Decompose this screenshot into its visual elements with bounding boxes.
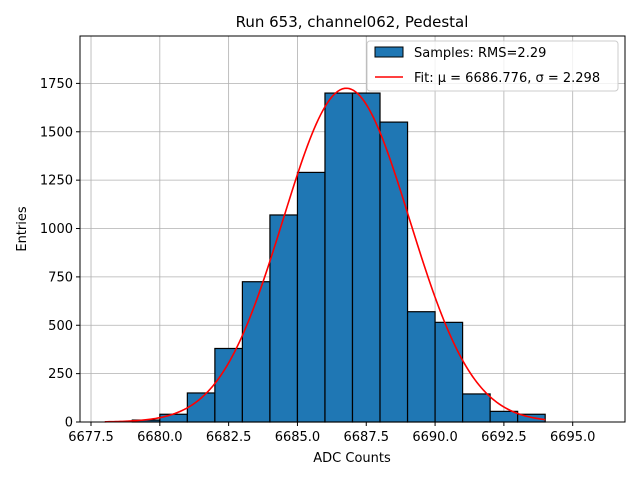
histogram-bar xyxy=(159,413,188,423)
y-tick-label: 1000 xyxy=(40,222,73,237)
x-axis-label: ADC Counts xyxy=(313,451,391,466)
histogram-bar xyxy=(241,281,271,423)
histogram-bar xyxy=(351,92,381,423)
y-axis-label: Entries xyxy=(15,206,30,252)
y-tick-label: 1500 xyxy=(40,125,73,140)
x-tick-label: 6690.0 xyxy=(412,430,458,445)
y-tick-label: 750 xyxy=(48,270,73,285)
histogram-bar xyxy=(406,311,436,423)
x-ticks: 6677.5 6680.0 6682.5 6685.0 6687.5 6690.0 6692… xyxy=(68,422,595,445)
legend-label-samples: Samples: RMS=2.29 xyxy=(414,46,546,61)
x-tick-label: 6685.0 xyxy=(275,430,321,445)
histogram-bar xyxy=(214,347,243,423)
legend-box xyxy=(366,40,619,92)
x-tick-label: 6695.0 xyxy=(550,430,596,445)
bars xyxy=(131,92,546,423)
y-tick-label: 500 xyxy=(48,319,73,334)
y-ticks: 0 250 500 750 1000 1250 1500 1750 xyxy=(40,77,80,431)
legend-swatch-samples xyxy=(374,46,404,58)
histogram-bar xyxy=(434,321,464,423)
histogram-bar xyxy=(462,393,491,423)
x-tick-label: 6677.5 xyxy=(68,430,114,445)
chart-title: Run 653, channel062, Pedestal xyxy=(236,13,469,31)
histogram-bar xyxy=(489,410,519,423)
histogram-bar xyxy=(296,171,326,423)
y-tick-label: 0 xyxy=(65,416,73,431)
x-tick-label: 6692.5 xyxy=(481,430,527,445)
x-tick-label: 6682.5 xyxy=(206,430,252,445)
histogram-bar xyxy=(379,121,409,423)
x-tick-label: 6680.0 xyxy=(137,430,183,445)
y-tick-label: 1750 xyxy=(40,77,73,92)
y-tick-label: 1250 xyxy=(40,174,73,189)
legend: Samples: RMS=2.29 Fit: μ = 6686.776, σ =… xyxy=(366,40,619,92)
legend-label-fit: Fit: μ = 6686.776, σ = 2.298 xyxy=(414,71,600,86)
x-tick-label: 6687.5 xyxy=(344,430,390,445)
y-tick-label: 250 xyxy=(48,367,73,382)
fit-curve xyxy=(104,87,546,423)
fit-curve-layer xyxy=(104,87,546,423)
histogram-bar xyxy=(324,92,354,423)
